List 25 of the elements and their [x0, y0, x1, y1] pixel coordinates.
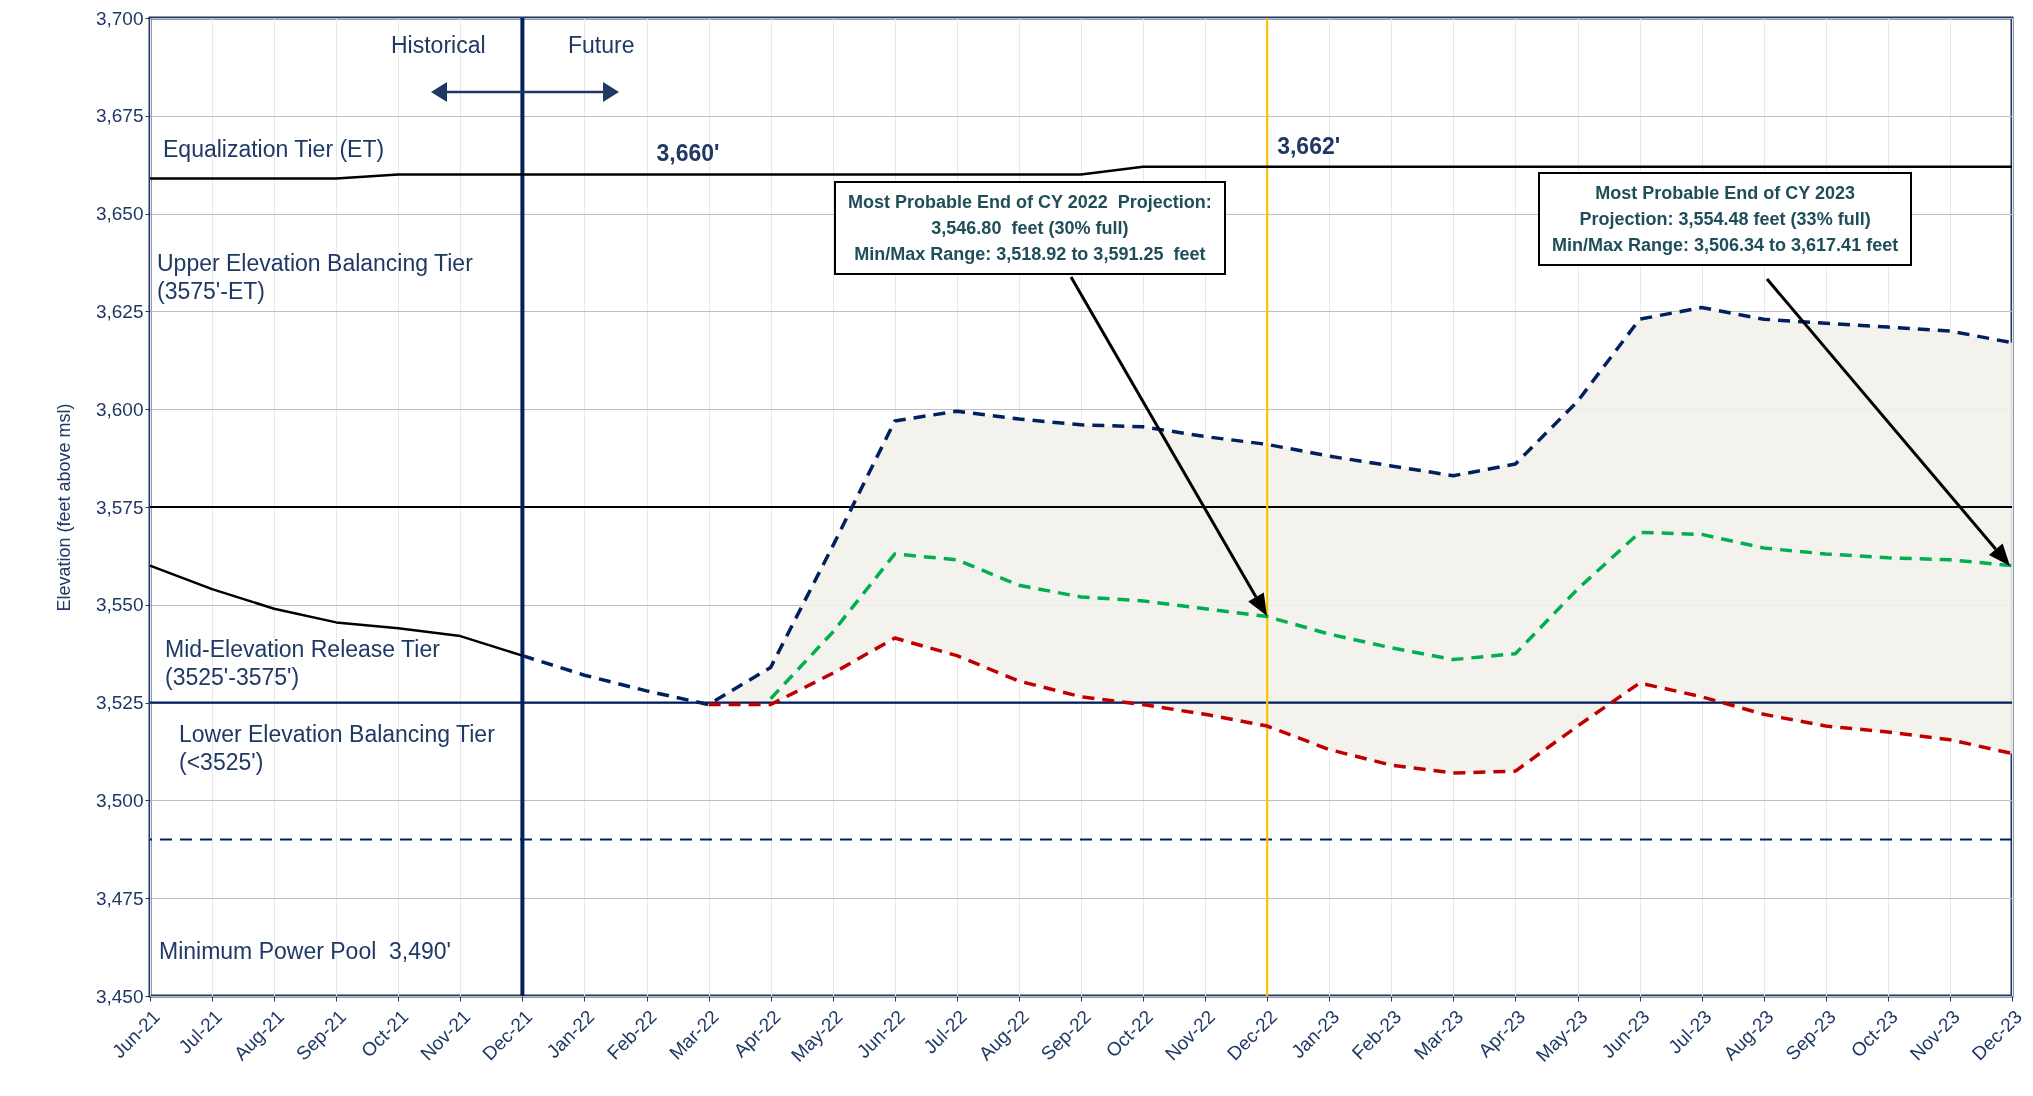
y-axis-title: Elevation (feet above msl) — [53, 403, 74, 612]
line-series — [768, 530, 2014, 701]
annotation: 3,662' — [1277, 132, 1341, 160]
annotation: Upper Elevation Balancing Tier (3575'-ET) — [157, 250, 473, 306]
annotation: Equalization Tier (ET) — [163, 136, 385, 164]
y-tick-label: 3,475 — [95, 887, 144, 909]
annotation: Lower Elevation Balancing Tier (<3525') — [179, 721, 495, 777]
y-tick-label: 3,650 — [95, 203, 144, 225]
y-tick-label: 3,525 — [95, 692, 144, 714]
y-tick-label: 3,450 — [95, 985, 144, 1007]
annotation: Minimum Power Pool 3,490' — [159, 938, 452, 966]
y-tick-label: 3,625 — [95, 300, 144, 322]
y-tick-label: 3,675 — [95, 105, 144, 127]
y-tick-label: 3,575 — [95, 496, 144, 518]
annotation: Most Probable End of CY 2022 Projection: 3,546.80 feet (30% full) Min/Max Range: 3,518.92 to 3,591.25 feet — [834, 181, 1226, 276]
y-tick-label: 3,550 — [95, 594, 144, 616]
annotation: Mid-Elevation Release Tier (3525'-3575') — [165, 636, 440, 692]
annotation: Most Probable End of CY 2023 Projection: 3,554.48 feet (33% full) Min/Max Range: 3,506.34 to 3,617.41 feet — [1538, 172, 1913, 267]
y-tick-label: 3,700 — [95, 7, 144, 29]
annotation: Future — [568, 32, 635, 60]
annotation: Historical — [391, 32, 486, 60]
annotation: 3,660' — [656, 140, 720, 168]
y-tick-label: 3,600 — [95, 398, 144, 420]
line-series — [148, 564, 524, 657]
y-tick-label: 3,500 — [95, 789, 144, 811]
